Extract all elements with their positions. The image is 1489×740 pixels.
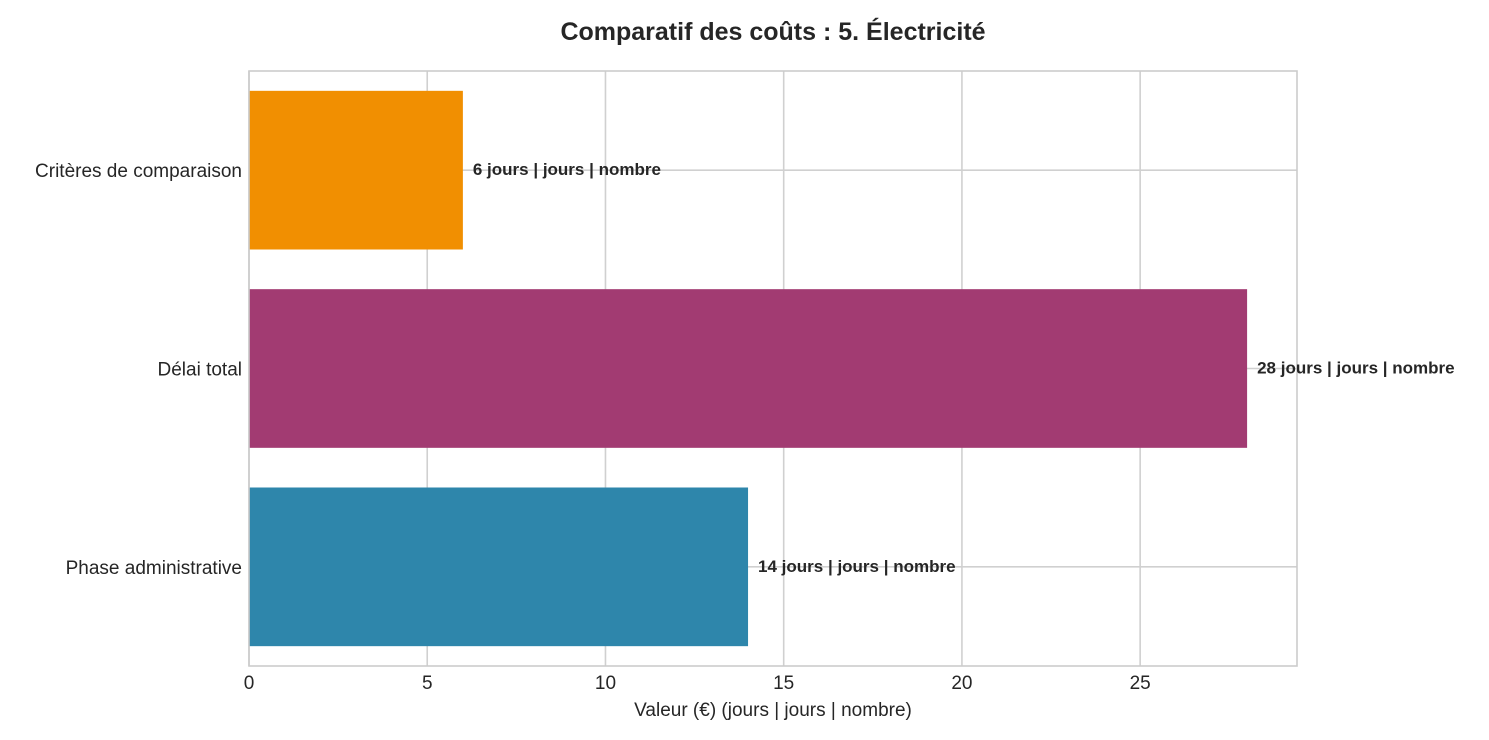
y-axis-categories: Phase administrative Délai total Critères …	[35, 161, 242, 579]
plot-frame	[248, 70, 1298, 667]
x-tick-label: 5	[422, 673, 433, 694]
y-category-label: Délai total	[158, 360, 243, 381]
y-category-label: Phase administrative	[66, 558, 242, 579]
x-tick-label: 10	[595, 673, 616, 694]
x-tick-label: 20	[951, 673, 972, 694]
bar	[249, 487, 749, 647]
bar-data-label: 28 jours | jours | nombre	[1257, 359, 1455, 378]
bars	[249, 90, 1248, 647]
data-labels: 14 jours | jours | nombre 28 jours | jour…	[473, 160, 1455, 576]
bar-data-label: 6 jours | jours | nombre	[473, 160, 661, 179]
bar	[249, 90, 463, 250]
x-axis-ticks: 0 5 10 15 20 25	[244, 673, 1151, 694]
x-tick-label: 25	[1130, 673, 1151, 694]
bar	[249, 289, 1248, 448]
x-tick-label: 15	[773, 673, 794, 694]
y-category-label: Critères de comparaison	[35, 161, 242, 182]
chart-title: Comparatif des coûts : 5. Électricité	[560, 17, 985, 46]
bar-data-label: 14 jours | jours | nombre	[758, 557, 956, 576]
x-tick-label: 0	[244, 673, 255, 694]
x-axis-title: Valeur (€) (jours | jours | nombre)	[634, 700, 912, 721]
